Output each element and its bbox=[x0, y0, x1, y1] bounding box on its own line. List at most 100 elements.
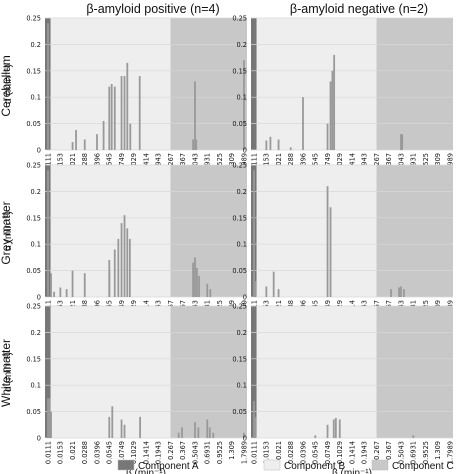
bar bbox=[71, 270, 74, 297]
bar bbox=[108, 416, 111, 438]
bar bbox=[289, 147, 292, 150]
region-component-c bbox=[376, 306, 453, 438]
row-label-cerebellum: Cerebellum bbox=[0, 55, 13, 116]
x-tick-label: 0.1943 bbox=[361, 153, 369, 176]
x-tick-label: 0.6931 bbox=[410, 441, 418, 464]
x-tick-label: 0.0545 bbox=[312, 441, 320, 464]
bar bbox=[277, 289, 280, 297]
y-tick-label: 0.15 bbox=[232, 214, 247, 222]
bar bbox=[110, 84, 113, 150]
x-tick-label: 0.021 bbox=[275, 153, 283, 172]
panel-1-0: 00.050.10.150.20.250.01110.01530.0210.02… bbox=[3, 162, 248, 324]
y-tick-label: 0.05 bbox=[232, 120, 247, 128]
bar bbox=[123, 424, 126, 438]
region-component-c bbox=[376, 165, 453, 297]
bar bbox=[53, 291, 55, 297]
bar bbox=[47, 398, 49, 438]
bar bbox=[326, 186, 329, 297]
region-component-b bbox=[50, 165, 171, 297]
bar bbox=[108, 260, 111, 297]
bar bbox=[412, 435, 415, 438]
x-tick-label: 0.1029 bbox=[336, 441, 344, 464]
y-tick-label: 0.05 bbox=[232, 267, 247, 275]
x-tick-label: 0.0288 bbox=[81, 441, 89, 464]
bar bbox=[102, 120, 105, 150]
panel-0-0: 00.050.10.150.20.250.0111 0.0153 0.021 0.02… bbox=[3, 15, 248, 177]
x-tick-label: 0.6931 bbox=[204, 441, 212, 464]
region-component-c bbox=[376, 18, 453, 150]
bar bbox=[331, 70, 334, 150]
bar bbox=[139, 416, 141, 438]
bar bbox=[332, 419, 335, 438]
x-tick-label: 0.021 bbox=[69, 153, 77, 172]
bar bbox=[400, 134, 402, 150]
row-label-white-matter: White matter bbox=[0, 339, 13, 407]
x-tick-label: 0.9525 bbox=[216, 153, 224, 176]
panel-group: 00.050.10.150.20.250.0111 0.0153 0.021 0.02… bbox=[3, 15, 454, 474]
x-tick-label: 0.0545 bbox=[106, 441, 114, 464]
bar bbox=[398, 287, 401, 297]
region-component-a bbox=[251, 18, 257, 150]
bar bbox=[50, 411, 52, 438]
x-tick-label: 0.0111 bbox=[250, 153, 258, 176]
y-tick-label: 0.25 bbox=[26, 303, 41, 311]
legend-swatch bbox=[371, 459, 389, 471]
x-tick-label: 0.1943 bbox=[361, 441, 369, 464]
bar bbox=[243, 60, 245, 150]
x-tick-label: 0.367 bbox=[179, 153, 187, 172]
bar bbox=[277, 139, 280, 150]
y-tick-label: 0.2 bbox=[237, 329, 248, 337]
y-tick-label: 0.2 bbox=[237, 188, 248, 196]
region-component-c bbox=[170, 165, 247, 297]
x-tick-label: 0.1943 bbox=[155, 153, 163, 176]
x-tick-label: 0.5043 bbox=[397, 441, 405, 464]
panel-2-0: 0 0.05 0.1 0.15 0.2 0.25 0.0111 0.0153 0.021 0.02… bbox=[3, 303, 248, 474]
y-tick-label: 0.1 bbox=[237, 241, 248, 249]
x-tick-label: 0.1414 bbox=[142, 441, 150, 464]
y-tick-label: 0.25 bbox=[232, 162, 247, 170]
panel-2-1: 0 0.05 0.1 0.15 0.2 0.25 0.0111 0.0153 0.021 0.02… bbox=[232, 303, 454, 474]
bar bbox=[208, 427, 211, 438]
bar bbox=[83, 273, 86, 297]
bar bbox=[329, 207, 332, 297]
bar bbox=[192, 262, 195, 297]
y-tick-label: 0.15 bbox=[232, 355, 247, 363]
x-tick-label: 1.309 bbox=[228, 441, 236, 460]
x-tick-label: 0.0153 bbox=[263, 153, 271, 176]
x-tick-label: 0.0749 bbox=[324, 441, 332, 464]
bar bbox=[126, 228, 129, 297]
x-tick-label: 0.0749 bbox=[118, 441, 126, 464]
x-tick-label: 0.0288 bbox=[287, 153, 295, 176]
bar bbox=[206, 283, 209, 297]
x-tick-label: 0.0545 bbox=[312, 153, 320, 176]
region-component-a bbox=[251, 306, 257, 438]
legend-label: Component B bbox=[284, 461, 345, 472]
bar bbox=[338, 419, 341, 438]
x-tick-label: 0.021 bbox=[69, 441, 77, 460]
bar bbox=[194, 81, 196, 150]
bar bbox=[333, 54, 336, 150]
x-tick-label: 0.367 bbox=[385, 153, 393, 172]
y-tick-label: 0 bbox=[243, 147, 247, 155]
bar bbox=[123, 76, 126, 150]
y-tick-label: 0.05 bbox=[26, 120, 41, 128]
bar bbox=[401, 134, 404, 150]
x-tick-label: 1.309 bbox=[434, 441, 442, 460]
legend-label: Component C bbox=[392, 461, 454, 472]
y-tick-label: 0.15 bbox=[26, 214, 41, 222]
panel-1-1: 00.050.10.150.20.250.01110.01530.0210.02… bbox=[232, 162, 454, 324]
y-tick-label: 0.25 bbox=[26, 15, 41, 23]
bar bbox=[83, 139, 86, 150]
x-tick-label: 0.367 bbox=[385, 441, 393, 460]
bar bbox=[192, 139, 195, 150]
y-tick-label: 0.15 bbox=[232, 67, 247, 75]
bar bbox=[302, 97, 304, 150]
region-component-b bbox=[50, 306, 171, 438]
bar bbox=[50, 273, 52, 297]
x-tick-label: 1.7989 bbox=[446, 441, 454, 464]
bar bbox=[334, 417, 337, 438]
bar bbox=[75, 129, 77, 150]
y-tick-label: 0.1 bbox=[31, 94, 42, 102]
x-tick-label: 0.367 bbox=[179, 441, 187, 460]
region-component-b bbox=[256, 18, 377, 150]
